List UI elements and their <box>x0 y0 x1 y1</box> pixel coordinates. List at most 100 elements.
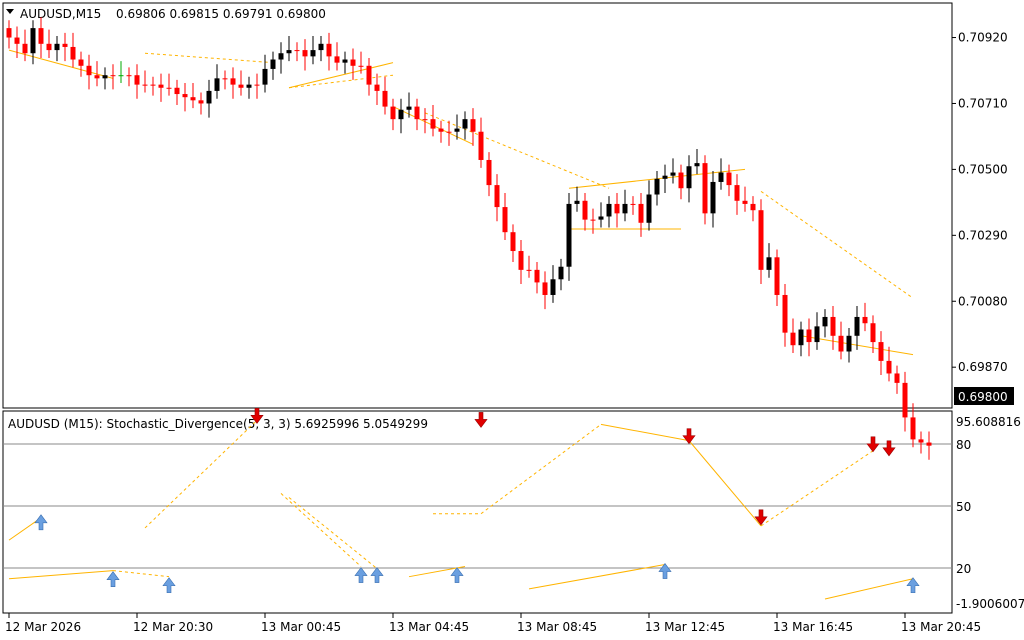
time-tick-label: 12 Mar 2026 <box>5 620 81 634</box>
candle <box>246 76 252 99</box>
candle <box>854 305 860 350</box>
candle <box>926 431 932 460</box>
candle <box>830 305 836 350</box>
candle <box>814 312 820 350</box>
candle <box>630 196 636 215</box>
candle <box>198 92 204 115</box>
indicator-divergence-line <box>144 419 258 529</box>
candle <box>606 196 612 228</box>
candle <box>238 70 244 96</box>
price-panel[interactable] <box>2 2 953 409</box>
candle <box>22 29 28 62</box>
candle <box>134 64 140 99</box>
candle <box>702 155 708 225</box>
candle <box>758 199 764 284</box>
indicator-divergence-line <box>824 578 914 600</box>
price-tick-label: 0.70500 <box>958 162 1008 176</box>
price-tick-label: 0.70710 <box>958 96 1008 110</box>
candle <box>342 51 348 74</box>
candle <box>742 186 748 212</box>
candle <box>366 57 372 96</box>
candle <box>310 35 316 65</box>
candle <box>382 76 388 115</box>
candle <box>590 208 596 234</box>
candle <box>286 35 292 62</box>
up-arrow-icon <box>106 571 120 587</box>
candle <box>734 174 740 215</box>
candle <box>918 431 924 454</box>
candle <box>574 186 580 212</box>
price-tick-label: 0.70080 <box>958 294 1008 308</box>
candle <box>406 92 412 118</box>
indicator-level-20-label: 20 <box>956 562 971 576</box>
indicator-divergence-line <box>408 566 466 578</box>
candle <box>622 189 628 222</box>
time-tick-label: 13 Mar 20:45 <box>901 620 981 634</box>
time-tick-label: 13 Mar 04:45 <box>389 620 469 634</box>
candle <box>598 202 604 228</box>
indicator-panel[interactable] <box>2 410 953 614</box>
candle <box>614 192 620 228</box>
candle <box>910 403 916 448</box>
candle <box>118 61 124 84</box>
candle <box>654 170 660 206</box>
candle <box>878 331 884 376</box>
down-arrow-icon <box>474 412 488 428</box>
candle <box>358 51 364 74</box>
time-tick-label: 13 Mar 12:45 <box>645 620 725 634</box>
candle <box>94 61 100 87</box>
candle <box>886 346 892 382</box>
up-arrow-icon <box>450 567 464 583</box>
candle <box>6 20 12 49</box>
candle <box>398 98 404 134</box>
down-arrow-icon <box>682 428 696 445</box>
candle <box>302 39 308 71</box>
price-divergence-line <box>760 190 914 299</box>
candle <box>894 365 900 394</box>
candle <box>486 152 492 197</box>
candle <box>126 67 132 87</box>
candle <box>782 283 788 347</box>
up-arrow-icon <box>354 567 368 583</box>
price-divergence-line <box>8 49 114 79</box>
candle <box>638 192 644 237</box>
candle <box>726 164 732 197</box>
candle <box>846 327 852 363</box>
candle <box>678 164 684 200</box>
indicator-level-50-label: 50 <box>956 500 971 514</box>
candle <box>390 98 396 131</box>
indicator-level-80-label: 80 <box>956 438 971 452</box>
candle <box>334 42 340 71</box>
price-tick-label: 0.70920 <box>958 31 1008 45</box>
candle <box>542 271 548 310</box>
candle <box>454 114 460 140</box>
chart-menu-triangle-icon[interactable] <box>6 9 14 14</box>
candle <box>422 108 428 134</box>
candle <box>62 32 68 62</box>
candle <box>502 192 508 241</box>
down-arrow-icon <box>866 436 880 453</box>
time-tick-label: 12 Mar 20:30 <box>133 620 213 634</box>
candle <box>86 54 92 90</box>
candle <box>582 192 588 231</box>
candle <box>350 48 356 80</box>
candle <box>222 70 228 90</box>
candle <box>166 73 172 96</box>
candle <box>470 108 476 146</box>
candle <box>902 371 908 432</box>
candle <box>230 67 236 99</box>
candle <box>326 32 332 71</box>
candle <box>494 174 500 222</box>
candle <box>822 309 828 338</box>
candle <box>806 318 812 357</box>
indicator-divergence-line <box>280 493 362 567</box>
up-arrow-icon <box>34 514 48 531</box>
candle <box>254 73 260 99</box>
candle <box>54 35 60 62</box>
indicator-header: AUDUSD (M15): Stochastic_Divergence(5, 3… <box>8 417 428 431</box>
down-arrow-icon <box>754 509 768 526</box>
candle <box>214 64 220 99</box>
candle <box>102 67 108 90</box>
candle <box>798 321 804 357</box>
time-tick-label: 13 Mar 08:45 <box>517 620 597 634</box>
